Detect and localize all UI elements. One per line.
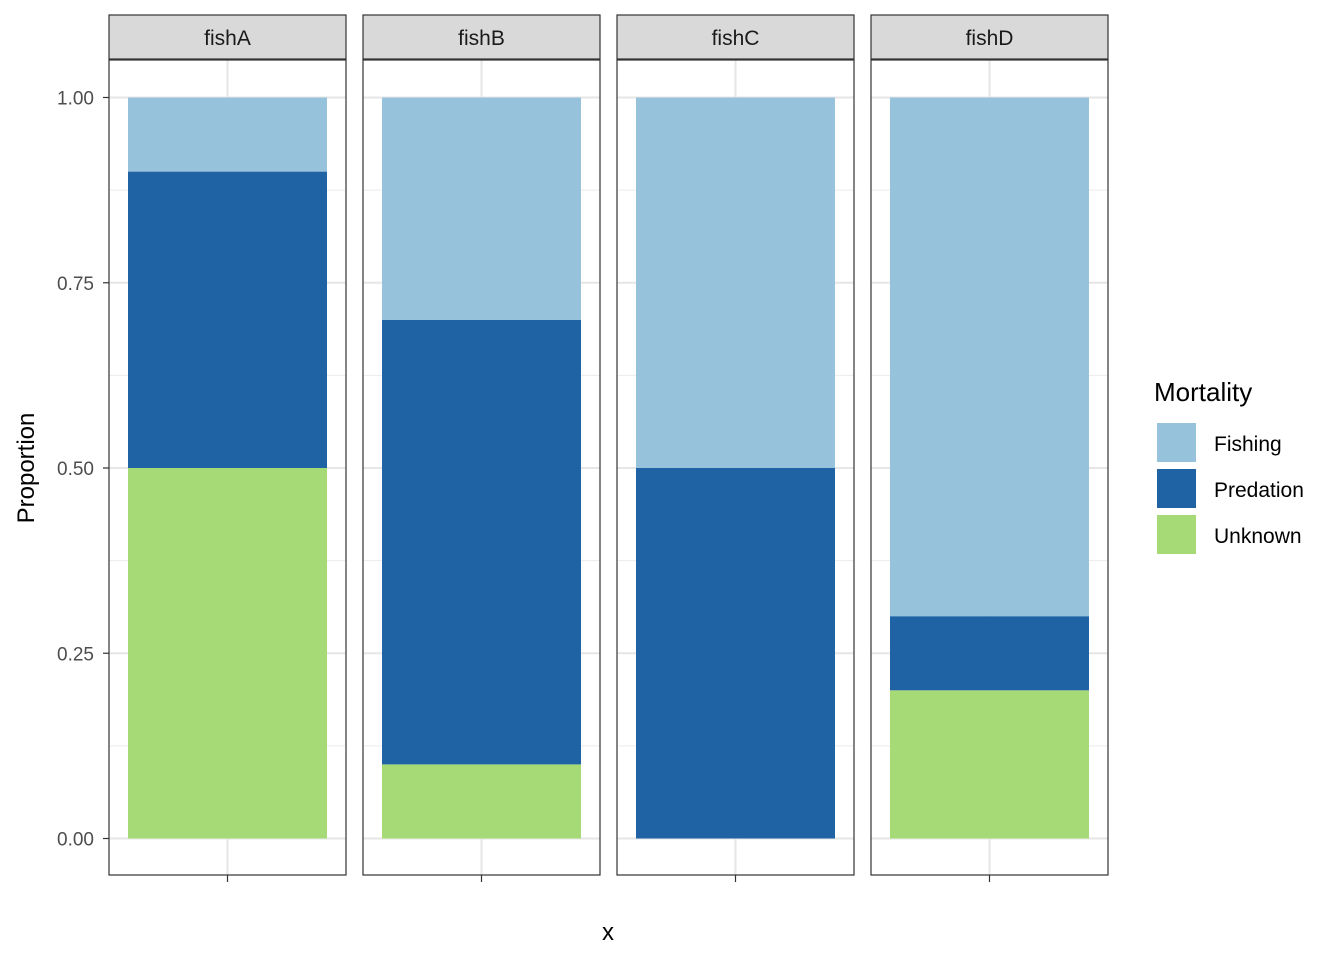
legend-label-unknown: Unknown — [1214, 525, 1302, 548]
facet-strip-label: fishD — [966, 27, 1014, 50]
facet-panels: fishA fishB fishC fishD — [108, 14, 1109, 882]
facet-panel-fishB: fishB — [362, 14, 601, 882]
facet-panel-fishC: fishC — [616, 14, 855, 882]
y-axis-title: Proportion — [13, 413, 40, 524]
facet-panel-fishD: fishD — [870, 14, 1109, 882]
legend-label-predation: Predation — [1214, 479, 1304, 502]
facet-strip — [616, 14, 855, 60]
y-axis: 0.00 0.25 0.50 0.75 1.00 — [57, 89, 109, 851]
facet-panel-fishA: fishA — [108, 14, 347, 882]
y-tick-label: 0.50 — [57, 459, 94, 480]
legend-key-unknown — [1157, 515, 1196, 554]
legend-label-fishing: Fishing — [1214, 433, 1282, 456]
bar-segment-fishA-predation — [128, 171, 327, 468]
bar-segment-fishC-fishing — [636, 97, 835, 468]
facet-strip — [362, 14, 601, 60]
y-tick-label: 0.75 — [57, 274, 94, 295]
bar-segment-fishA-fishing — [128, 97, 327, 172]
legend: Mortality Fishing Predation Unknown — [1154, 377, 1304, 554]
legend-key-predation — [1157, 469, 1196, 508]
bar-segment-fishB-unknown — [382, 764, 581, 839]
bar-segment-fishA-unknown — [128, 468, 327, 839]
x-axis-title: x — [602, 919, 614, 946]
facet-strip-label: fishC — [712, 27, 760, 50]
facet-strip — [108, 14, 347, 60]
bar-segment-fishC-predation — [636, 468, 835, 839]
bar-segment-fishD-predation — [890, 616, 1089, 691]
facet-strip — [870, 14, 1109, 60]
legend-key-fishing — [1157, 423, 1196, 462]
y-tick-label: 0.25 — [57, 644, 94, 665]
y-tick-label: 0.00 — [57, 830, 94, 851]
legend-items: Fishing Predation Unknown — [1157, 423, 1304, 554]
bar-segment-fishB-predation — [382, 319, 581, 765]
bar-segment-fishB-fishing — [382, 97, 581, 320]
facet-strip-label: fishA — [204, 27, 251, 50]
legend-title: Mortality — [1154, 377, 1252, 407]
bar-segment-fishD-unknown — [890, 690, 1089, 839]
y-tick-label: 1.00 — [57, 89, 94, 110]
facet-strip-label: fishB — [458, 27, 505, 50]
bar-segment-fishD-fishing — [890, 97, 1089, 617]
